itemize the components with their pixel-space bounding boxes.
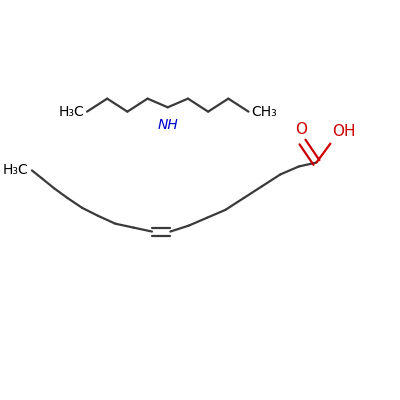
Text: CH₃: CH₃ — [252, 105, 277, 119]
Text: H₃C: H₃C — [58, 105, 84, 119]
Text: O: O — [295, 122, 307, 137]
Text: H₃C: H₃C — [2, 164, 28, 178]
Text: OH: OH — [332, 124, 356, 139]
Text: NH: NH — [157, 118, 178, 132]
